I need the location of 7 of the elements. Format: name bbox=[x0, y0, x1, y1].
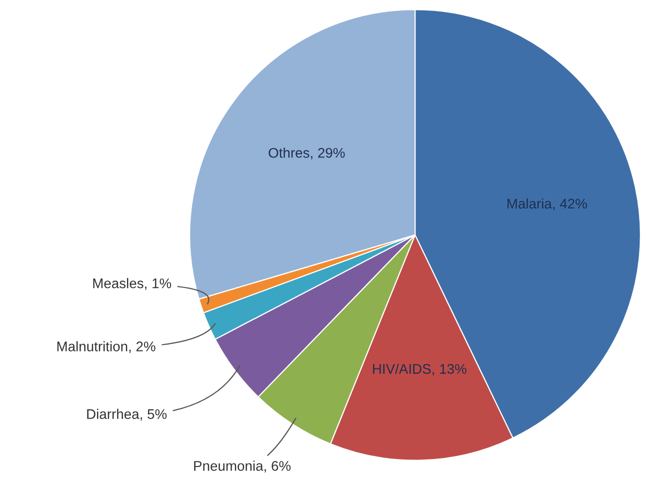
slice-label: Malnutrition, 2% bbox=[57, 341, 156, 354]
slice-label: Othres, 29% bbox=[268, 148, 345, 160]
slice-label: Pneumonia, 6% bbox=[194, 460, 291, 472]
slice-label: Malaria, 42% bbox=[508, 198, 587, 210]
slice-label: HIV/AIDS, 13% bbox=[373, 364, 466, 376]
slice-label: Diarrhea, 5% bbox=[87, 408, 167, 421]
slice-label: Measles, 1% bbox=[93, 278, 172, 290]
